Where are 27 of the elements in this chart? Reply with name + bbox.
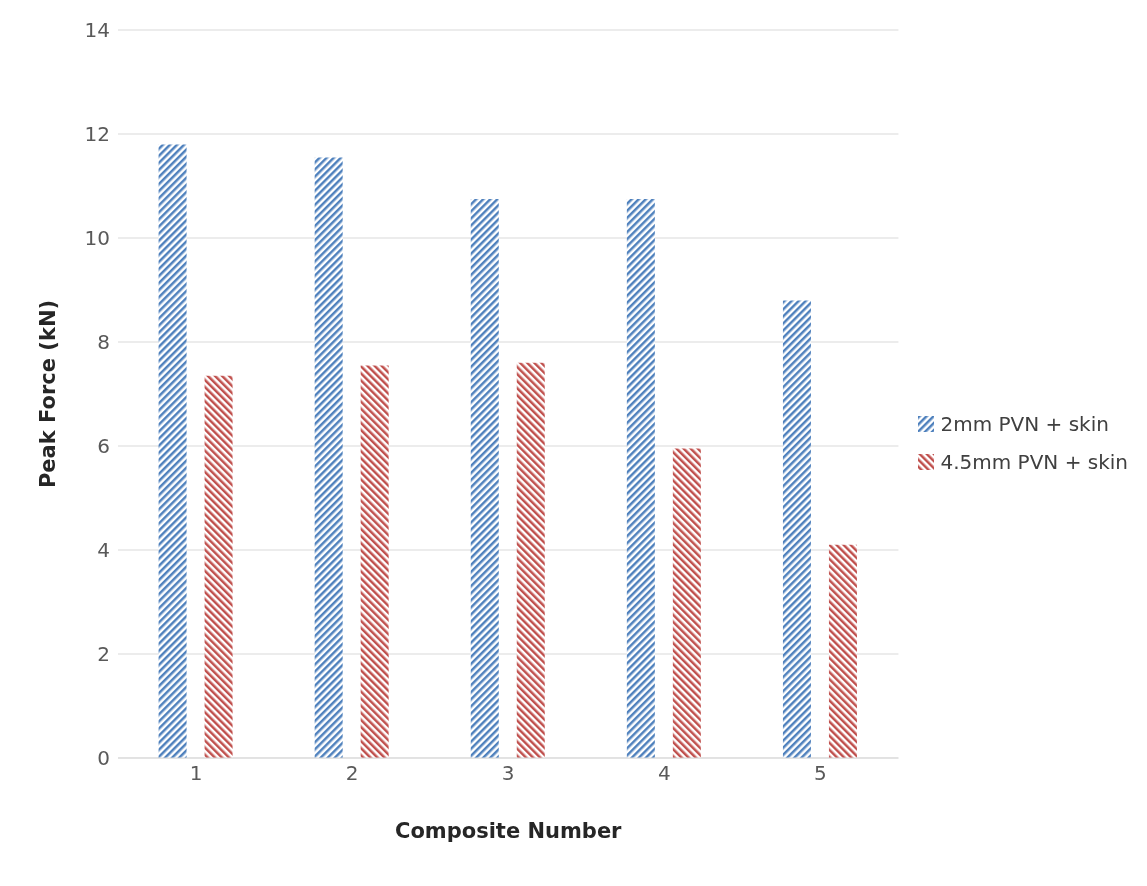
bar — [626, 199, 655, 758]
bar — [158, 144, 187, 758]
x-tick-label: 4 — [657, 761, 671, 786]
x-tick-label: 1 — [189, 761, 203, 786]
legend-label: 4.5mm PVN + skin — [940, 450, 1128, 474]
x-axis-title: Composite Number — [394, 819, 623, 843]
y-axis-title: Peak Force (kN) — [36, 299, 61, 489]
bar — [314, 157, 343, 758]
bar — [672, 448, 701, 758]
y-tick-label: 14 — [84, 18, 110, 43]
bar — [828, 544, 857, 758]
bar — [516, 362, 545, 758]
y-tick-label: 0 — [97, 746, 110, 771]
y-tick-label: 12 — [84, 122, 110, 147]
x-tick-label: 5 — [814, 761, 827, 786]
bar — [204, 375, 233, 758]
y-tick-label: 2 — [97, 642, 110, 667]
bar — [470, 199, 499, 758]
legend-label: 2mm PVN + skin — [940, 412, 1109, 436]
y-tick-label: 4 — [97, 538, 110, 563]
bar — [360, 365, 389, 758]
x-tick-label: 2 — [345, 761, 359, 786]
y-tick-label: 10 — [84, 226, 110, 251]
x-tick-label: 3 — [501, 761, 515, 786]
y-tick-label: 8 — [97, 330, 110, 355]
bar — [782, 300, 811, 758]
y-tick-label: 6 — [97, 434, 110, 459]
